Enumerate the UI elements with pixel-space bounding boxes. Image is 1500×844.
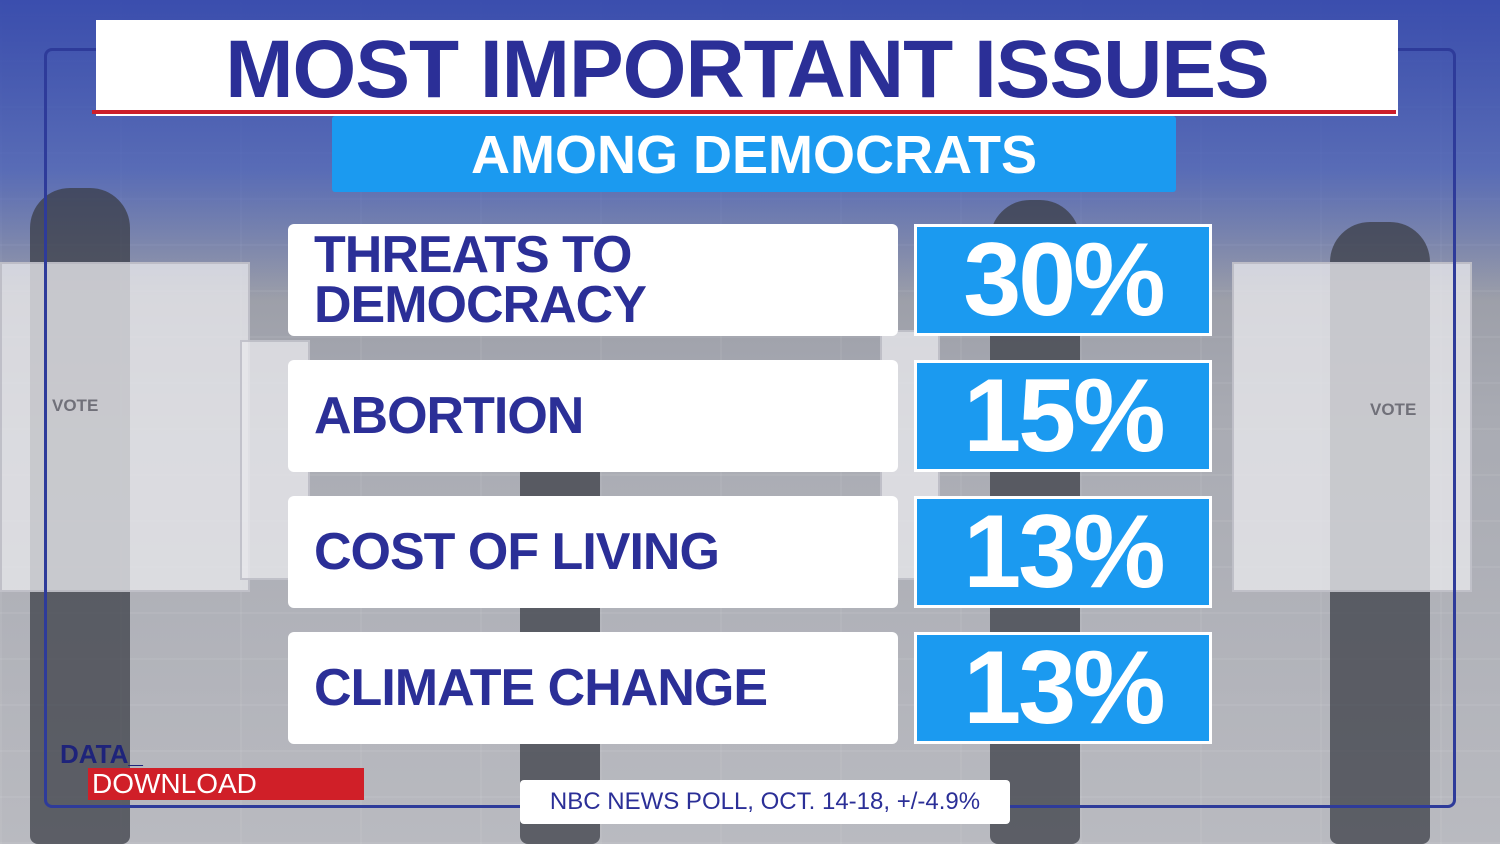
issue-label-box: COST OF LIVING [288, 496, 898, 608]
subtitle-banner: AMONG DEMOCRATS [332, 116, 1176, 192]
issue-value: 13% [963, 494, 1165, 610]
booth-vote-text: VOTE [1370, 400, 1417, 419]
issue-value: 15% [963, 358, 1165, 474]
voting-booth [1232, 262, 1472, 592]
source-note: NBC NEWS POLL, OCT. 14-18, +/-4.9% [549, 788, 981, 815]
table-row: COST OF LIVING 13% [288, 496, 1212, 608]
issue-value: 13% [963, 630, 1165, 746]
table-row: CLIMATE CHANGE 13% [288, 632, 1212, 744]
voting-booth [0, 262, 250, 592]
issue-label-line: DEMOCRACY [314, 276, 647, 334]
logo-download-text: DOWNLOAD [88, 768, 364, 800]
issue-label: THREATS TO DEMOCRACY [314, 226, 647, 334]
data-download-logo: DATA_ DOWNLOAD [60, 739, 364, 800]
title-underline [92, 110, 1396, 114]
issue-label: ABORTION [314, 387, 584, 445]
booth-vote-text: VOTE [52, 396, 99, 415]
issue-value-box: 13% [914, 496, 1212, 608]
issue-value-box: 15% [914, 360, 1212, 472]
issue-label-line: COST OF LIVING [314, 523, 720, 581]
issue-value-box: 30% [914, 224, 1212, 336]
page-title: MOST IMPORTANT ISSUES [225, 24, 1270, 115]
page-subtitle: AMONG DEMOCRATS [471, 125, 1037, 185]
table-row: THREATS TO DEMOCRACY 30% [288, 224, 1212, 336]
issue-label-line: ABORTION [314, 387, 584, 445]
issue-label-box: THREATS TO DEMOCRACY [288, 224, 898, 336]
issue-label: CLIMATE CHANGE [314, 659, 768, 717]
source-banner: NBC NEWS POLL, OCT. 14-18, +/-4.9% [520, 780, 1010, 824]
logo-data-text: DATA_ [60, 739, 143, 769]
issue-label-line: CLIMATE CHANGE [314, 659, 768, 717]
issue-label-box: ABORTION [288, 360, 898, 472]
table-row: ABORTION 15% [288, 360, 1212, 472]
title-banner: MOST IMPORTANT ISSUES [96, 20, 1398, 116]
issue-label-line: THREATS TO [314, 226, 632, 284]
issue-value-box: 13% [914, 632, 1212, 744]
issue-value: 30% [963, 222, 1165, 338]
issue-label: COST OF LIVING [314, 523, 720, 581]
issue-label-box: CLIMATE CHANGE [288, 632, 898, 744]
